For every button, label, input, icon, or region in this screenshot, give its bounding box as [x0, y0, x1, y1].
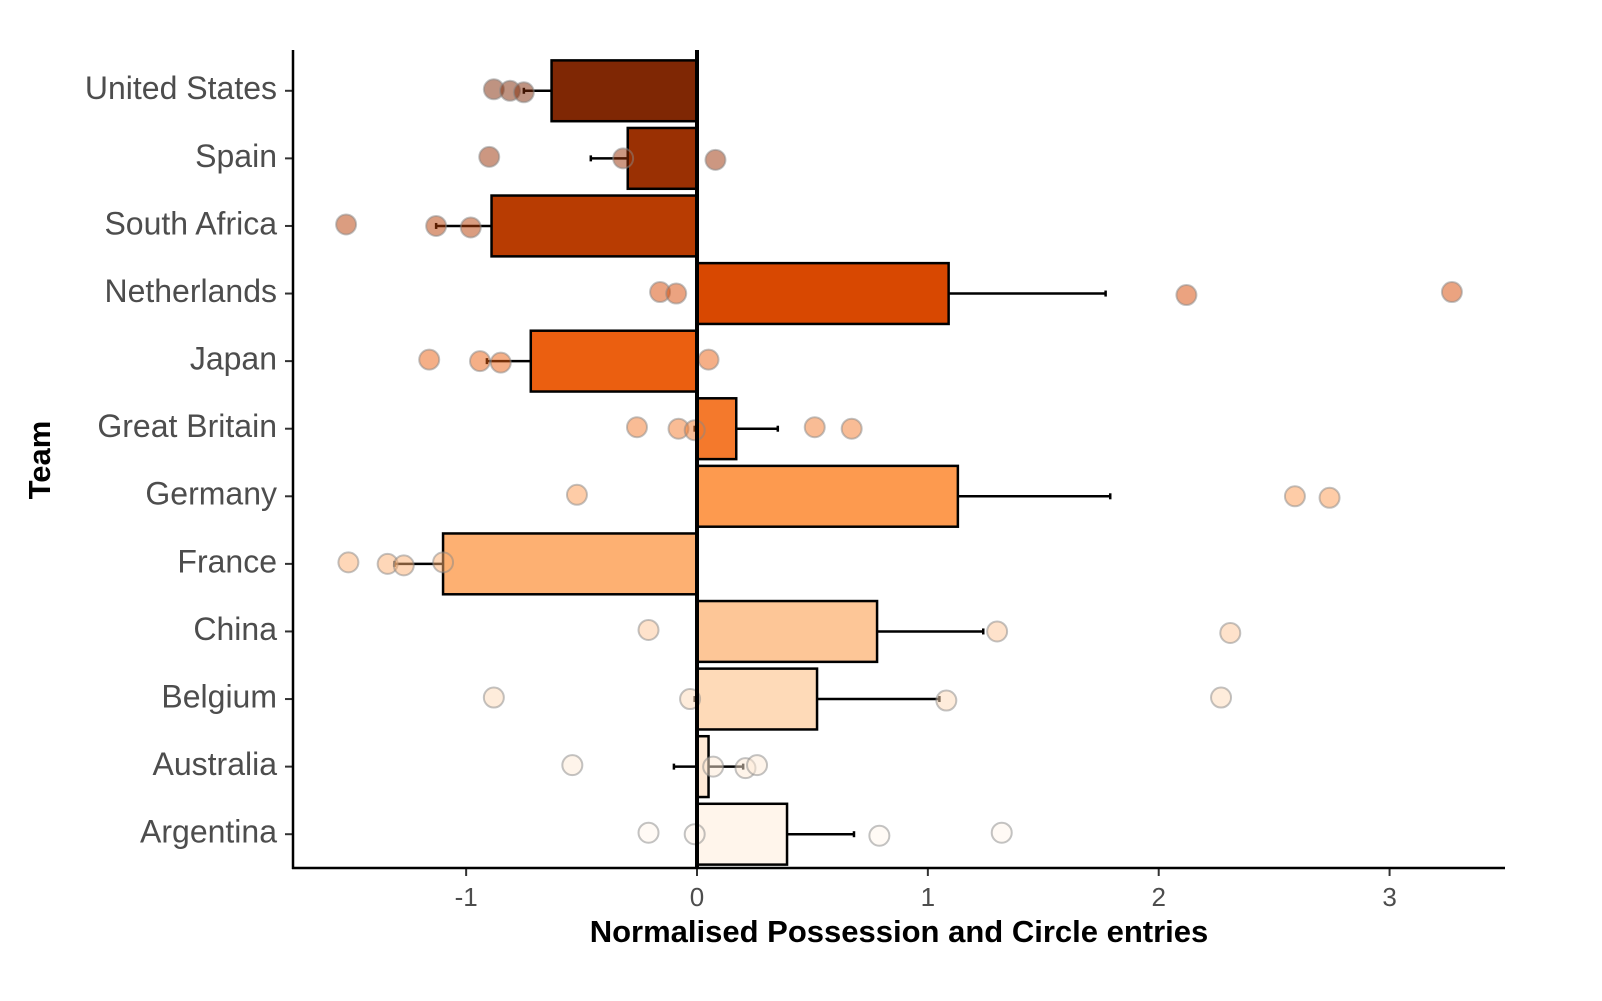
bar: [529, 329, 699, 393]
y-tick-label: China: [193, 611, 277, 647]
data-point: [986, 620, 1009, 643]
x-tick-label: 2: [1151, 882, 1165, 912]
data-point: [637, 618, 660, 641]
data-point: [868, 824, 891, 847]
y-tick-label: Great Britain: [97, 408, 277, 444]
data-point: [1440, 281, 1463, 304]
bar: [695, 261, 950, 326]
data-point: [697, 348, 720, 371]
data-point: [702, 755, 725, 778]
data-point: [1283, 485, 1306, 508]
data-point: [935, 689, 958, 712]
y-tick-label: Argentina: [140, 814, 277, 850]
data-point: [1210, 686, 1233, 709]
x-tick-label: 1: [921, 882, 935, 912]
data-point: [418, 348, 441, 371]
data-point: [704, 148, 727, 171]
bar: [441, 532, 699, 596]
x-tick-label: -1: [455, 882, 478, 912]
y-tick-label: Netherlands: [104, 273, 277, 309]
x-tick-label: 0: [690, 882, 704, 912]
y-tick-label: South Africa: [104, 205, 277, 241]
data-point: [489, 351, 512, 374]
data-point: [561, 754, 584, 777]
x-axis-label: Normalised Possession and Circle entries: [590, 914, 1209, 949]
y-axis-label: Team: [22, 421, 57, 500]
data-point: [665, 282, 688, 305]
data-point: [1175, 284, 1198, 307]
data-point: [612, 147, 635, 170]
data-point: [425, 214, 448, 237]
y-tick-label: United States: [85, 70, 277, 106]
y-tick-label: Australia: [153, 746, 278, 782]
data-point: [459, 216, 482, 239]
y-tick-label: Japan: [190, 341, 277, 377]
bar: [695, 667, 819, 731]
data-point: [683, 419, 706, 442]
data-point: [840, 417, 863, 440]
data-point: [565, 483, 588, 506]
data-point: [432, 551, 455, 574]
data-point: [625, 416, 648, 439]
data-point: [335, 213, 358, 236]
data-point: [746, 754, 769, 777]
data-point: [683, 823, 706, 846]
data-point: [990, 821, 1013, 844]
data-point: [482, 686, 505, 709]
bar: [626, 126, 699, 191]
data-point: [478, 145, 501, 168]
data-point: [1318, 486, 1341, 509]
y-tick-label: Belgium: [161, 678, 277, 714]
data-point: [337, 551, 360, 574]
x-tick-label: 3: [1382, 882, 1396, 912]
bar: [695, 802, 789, 866]
data-point: [468, 350, 491, 373]
data-point: [392, 554, 415, 577]
data-point: [512, 81, 535, 104]
bar: [550, 59, 699, 123]
data-point: [637, 821, 660, 844]
data-point: [1219, 621, 1242, 644]
y-tick-label: France: [177, 543, 277, 579]
data-point: [803, 416, 826, 439]
bar: [695, 599, 879, 664]
y-tick-label: Spain: [195, 138, 277, 174]
bar: [490, 194, 699, 258]
bar: [695, 464, 960, 528]
y-tick-label: Germany: [145, 476, 277, 512]
